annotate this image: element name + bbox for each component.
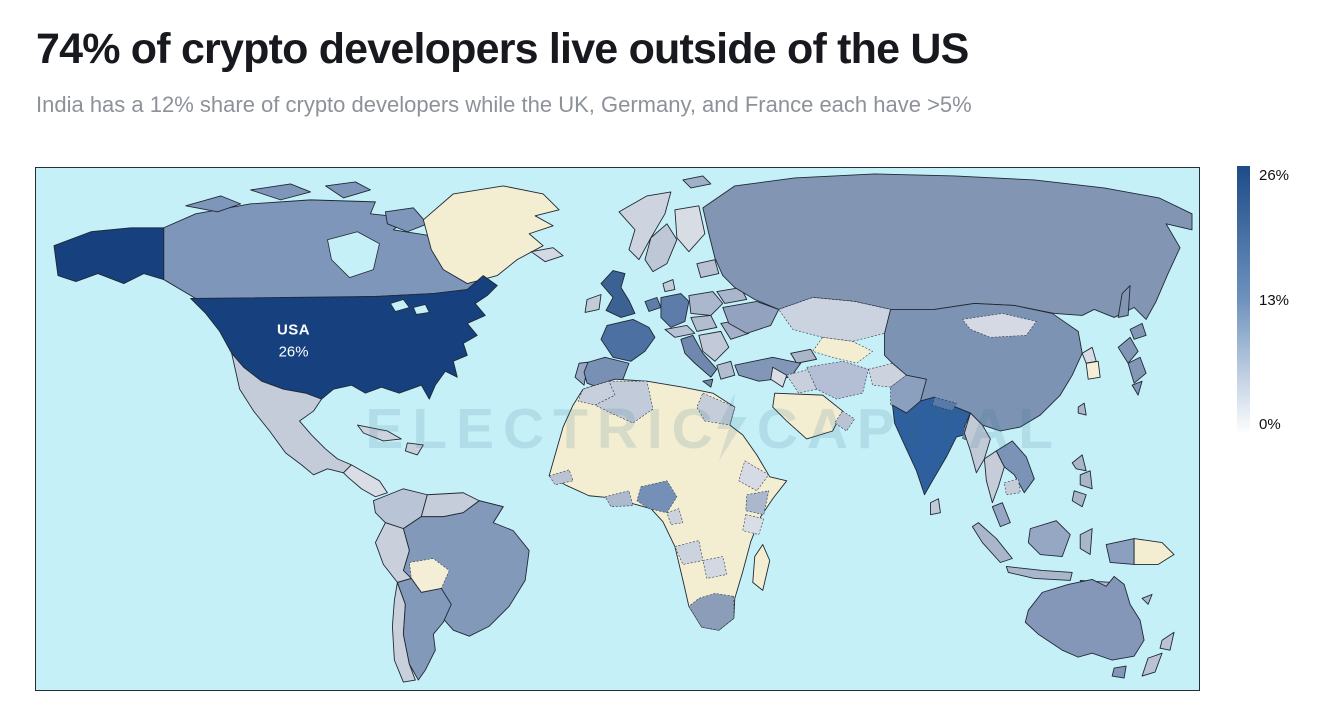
region-java <box>1005 566 1073 581</box>
region-tasmania <box>1111 665 1127 679</box>
region-caucasus <box>790 348 818 364</box>
region-papua-new-guinea <box>1133 538 1175 565</box>
region-sumatra <box>971 522 1013 563</box>
region-ethiopia <box>738 460 770 492</box>
region-japan-south <box>1127 356 1147 384</box>
legend-tick-max: 26% <box>1259 167 1290 184</box>
world-map-svg: ELECTRIC CAPITAL USA 26% <box>36 168 1199 690</box>
region-balkans <box>698 330 730 362</box>
hudson-bay <box>327 231 380 278</box>
region-saudi-arabia <box>772 392 844 440</box>
legend-tick-mid: 13% <box>1259 292 1290 309</box>
legend-tick-min: 0% <box>1259 416 1281 433</box>
region-svalbard <box>682 175 712 189</box>
region-italy <box>680 334 718 378</box>
region-poland <box>688 291 724 316</box>
region-ukraine <box>722 301 780 334</box>
region-australia <box>1024 575 1145 661</box>
region-canada-arctic-1 <box>185 195 242 213</box>
region-kazakhstan <box>778 297 891 342</box>
region-mongolia <box>962 313 1037 338</box>
region-iceland <box>530 247 564 263</box>
region-denmark <box>662 279 676 292</box>
region-canada-arctic-2 <box>250 183 311 201</box>
region-kenya <box>745 490 770 515</box>
region-levant <box>770 366 788 388</box>
watermark: ELECTRIC CAPITAL <box>365 393 1062 461</box>
region-sri-lanka <box>930 498 941 516</box>
color-scale-legend: 26% 13% 0% <box>1237 166 1329 456</box>
region-uk <box>600 270 636 318</box>
region-japan-honshu <box>1117 336 1139 364</box>
page-subtitle: India has a 12% share of crypto develope… <box>36 92 972 117</box>
usa-label-name: USA <box>277 321 310 338</box>
region-sweden <box>644 223 678 273</box>
region-sakhalin <box>1117 285 1131 318</box>
region-baffin-island <box>384 207 428 233</box>
region-south-africa <box>688 593 735 631</box>
region-russia <box>702 173 1193 320</box>
region-iran <box>806 360 869 400</box>
region-japan-hokkaido <box>1129 322 1147 340</box>
region-ireland <box>584 294 602 313</box>
region-senegal <box>548 469 574 486</box>
region-south-korea <box>1085 360 1101 380</box>
region-baltics <box>696 259 720 279</box>
region-greenland <box>422 185 560 285</box>
world-choropleth-map: ELECTRIC CAPITAL USA 26% <box>35 167 1200 691</box>
region-alaska <box>53 227 165 285</box>
region-iraq <box>786 368 817 394</box>
great-lakes-1 <box>389 299 410 312</box>
usa-label-value: 26% <box>279 343 309 360</box>
region-hispaniola <box>404 442 424 456</box>
region-myanmar <box>963 412 991 474</box>
region-portugal <box>574 361 589 386</box>
region-vietnam-laos <box>995 440 1035 494</box>
region-new-caledonia <box>1141 593 1153 605</box>
region-sicily <box>702 378 714 388</box>
region-finland <box>674 205 706 253</box>
region-ghana <box>604 490 634 508</box>
legend-gradient-bar <box>1237 166 1250 433</box>
region-czech-hungary <box>690 314 718 332</box>
lightning-bolt-icon <box>716 393 747 461</box>
region-nepal <box>932 396 957 412</box>
region-philippines-3 <box>1071 490 1087 508</box>
region-cambodia <box>1004 478 1021 496</box>
region-argentina <box>396 577 452 681</box>
watermark-text-left: ELECTRIC <box>365 398 721 461</box>
great-lakes-2 <box>412 304 430 315</box>
region-sulawesi <box>1079 528 1093 555</box>
region-new-zealand-north <box>1159 631 1175 651</box>
region-tanzania <box>742 514 765 535</box>
page-title: 74% of crypto developers live outside of… <box>36 25 969 73</box>
region-malay-peninsula <box>991 502 1011 528</box>
region-egypt <box>696 392 736 426</box>
region-zambia <box>702 556 728 579</box>
watermark-text-right: CAPITAL <box>757 398 1062 461</box>
region-afghanistan <box>868 362 907 388</box>
region-oman <box>834 410 855 432</box>
region-new-zealand-south <box>1141 652 1163 677</box>
region-taiwan <box>1077 402 1087 416</box>
region-central-america <box>343 464 388 498</box>
region-alpine <box>664 324 696 338</box>
region-canada-arctic-3 <box>325 181 371 199</box>
region-japan-kyushu <box>1131 380 1143 396</box>
region-cameroon <box>666 508 684 525</box>
region-germany <box>660 293 690 328</box>
region-borneo <box>1027 520 1071 557</box>
region-philippines-2 <box>1079 470 1093 490</box>
region-belarus <box>716 287 748 304</box>
region-greece <box>716 360 736 380</box>
region-cuba <box>356 424 402 442</box>
region-madagascar <box>752 544 771 591</box>
region-algeria <box>594 380 654 424</box>
region-france <box>600 318 656 362</box>
region-china <box>884 303 1083 432</box>
region-philippines-1 <box>1071 454 1087 472</box>
region-mexico <box>231 352 352 476</box>
